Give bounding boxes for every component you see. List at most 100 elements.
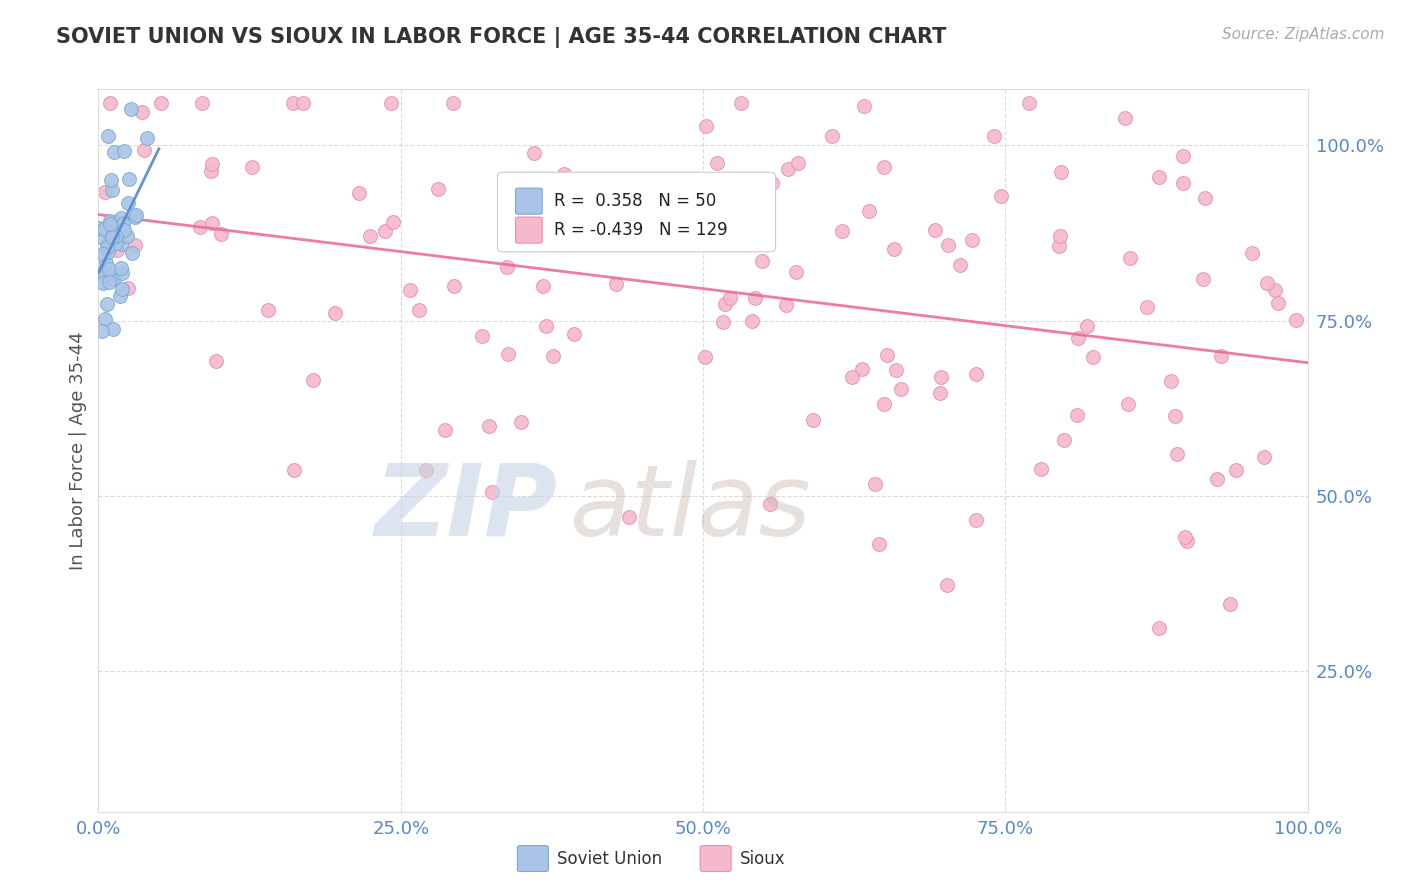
Point: [776, 162, 799, 177]
Point: [831, 224, 853, 238]
Point: [1253, 450, 1275, 464]
Point: [112, 144, 135, 158]
Point: [541, 349, 564, 363]
Point: [1031, 461, 1053, 475]
Point: [1205, 472, 1227, 486]
Point: [103, 145, 125, 160]
Point: [929, 386, 952, 401]
Point: [852, 98, 875, 112]
Point: [124, 211, 146, 225]
Point: [124, 238, 146, 252]
Point: [111, 217, 134, 231]
Point: [886, 363, 908, 377]
Point: [101, 220, 124, 235]
Point: [1174, 530, 1197, 544]
Point: [841, 369, 863, 384]
Point: [281, 96, 304, 111]
Point: [929, 370, 952, 384]
Point: [1081, 350, 1104, 364]
Point: [965, 513, 987, 527]
Point: [1049, 164, 1071, 178]
Y-axis label: In Labor Force | Age 35-44: In Labor Force | Age 35-44: [69, 331, 87, 570]
Point: [200, 164, 222, 178]
Point: [1160, 374, 1182, 388]
Point: [98, 214, 121, 228]
Point: [97, 227, 120, 241]
Point: [775, 298, 797, 312]
Point: [433, 423, 456, 437]
Point: [890, 382, 912, 396]
Point: [1173, 176, 1195, 190]
Point: [821, 129, 844, 144]
Point: [105, 229, 128, 244]
Point: [531, 278, 554, 293]
Text: atlas: atlas: [569, 459, 811, 557]
Point: [1267, 295, 1289, 310]
Point: [256, 303, 278, 318]
Point: [240, 160, 263, 174]
Point: [201, 157, 224, 171]
Point: [1256, 276, 1278, 290]
FancyBboxPatch shape: [516, 188, 543, 214]
Point: [1284, 312, 1306, 326]
Text: Sioux: Sioux: [740, 850, 785, 868]
Point: [498, 347, 520, 361]
Point: [135, 131, 157, 145]
Point: [683, 221, 706, 235]
Point: [374, 224, 396, 238]
Point: [101, 229, 124, 244]
Point: [1114, 111, 1136, 125]
Point: [125, 208, 148, 222]
Point: [149, 96, 172, 111]
Point: [111, 281, 134, 295]
Point: [110, 211, 132, 225]
Point: [94, 256, 117, 270]
Point: [380, 96, 402, 111]
Point: [741, 314, 763, 328]
Point: [873, 160, 896, 174]
Point: [90, 324, 112, 338]
Point: [523, 146, 546, 161]
Point: [117, 196, 139, 211]
Point: [936, 578, 959, 592]
Point: [496, 260, 519, 274]
Point: [201, 215, 224, 229]
Point: [650, 227, 672, 241]
Point: [443, 279, 465, 293]
Point: [96, 240, 118, 254]
Point: [188, 220, 211, 235]
Point: [349, 186, 371, 200]
Point: [105, 243, 128, 257]
Point: [873, 397, 896, 411]
Point: [103, 231, 125, 245]
Point: [1219, 597, 1241, 611]
Point: [1225, 463, 1247, 477]
Point: [97, 129, 120, 144]
Point: [96, 268, 118, 283]
Point: [100, 268, 122, 283]
Point: [990, 189, 1012, 203]
Point: [96, 297, 118, 311]
Point: [97, 236, 120, 251]
Point: [711, 315, 734, 329]
Text: Source: ZipAtlas.com: Source: ZipAtlas.com: [1222, 27, 1385, 42]
Point: [1049, 229, 1071, 244]
Point: [1149, 170, 1171, 185]
Point: [751, 254, 773, 268]
Point: [98, 96, 121, 111]
Point: [399, 283, 422, 297]
Text: SOVIET UNION VS SIOUX IN LABOR FORCE | AGE 35-44 CORRELATION CHART: SOVIET UNION VS SIOUX IN LABOR FORCE | A…: [56, 27, 946, 48]
Point: [1240, 245, 1263, 260]
Point: [118, 171, 141, 186]
Point: [98, 275, 121, 289]
Point: [718, 291, 741, 305]
Point: [786, 156, 808, 170]
Point: [190, 96, 212, 111]
Point: [1194, 191, 1216, 205]
Point: [120, 102, 142, 116]
Point: [1116, 397, 1139, 411]
Point: [301, 373, 323, 387]
Point: [108, 288, 131, 302]
FancyBboxPatch shape: [516, 217, 543, 244]
Text: Soviet Union: Soviet Union: [557, 850, 662, 868]
